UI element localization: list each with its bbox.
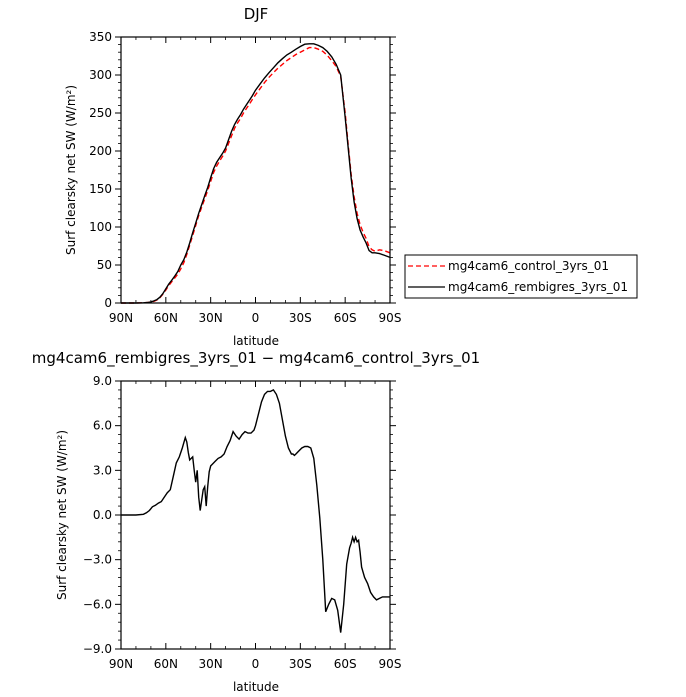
top-y-tick-label: 150 bbox=[89, 182, 112, 196]
bottom-x-tick-label: 0 bbox=[252, 657, 260, 671]
bottom-y-tick-label: −3.0 bbox=[83, 553, 112, 567]
bottom-panel-title: mg4cam6_rembigres_3yrs_01 − mg4cam6_cont… bbox=[32, 349, 480, 368]
bottom-y-tick-label: 0.0 bbox=[93, 508, 112, 522]
top-y-tick-label: 250 bbox=[89, 106, 112, 120]
bottom-x-tick-label: 90N bbox=[109, 657, 133, 671]
top-x-tick-label: 90S bbox=[379, 311, 402, 325]
top-y-tick-label: 0 bbox=[104, 296, 112, 310]
bottom-y-tick-label: 3.0 bbox=[93, 463, 112, 477]
bottom-x-axis-label: latitude bbox=[233, 680, 279, 694]
top-x-axis-label: latitude bbox=[233, 334, 279, 348]
top-panel-title: DJF bbox=[244, 5, 269, 23]
top-plot-frame bbox=[120, 36, 391, 304]
bottom-panel: mg4cam6_rembigres_3yrs_01 − mg4cam6_cont… bbox=[32, 349, 480, 694]
top-y-tick-label: 200 bbox=[89, 144, 112, 158]
bottom-x-tick-label: 30N bbox=[199, 657, 223, 671]
bottom-x-tick-label: 90S bbox=[379, 657, 402, 671]
top-x-tick-label: 30S bbox=[289, 311, 312, 325]
bottom-series-group bbox=[121, 388, 390, 633]
bottom-x-tick-label: 60S bbox=[334, 657, 357, 671]
top-x-tick-label: 30N bbox=[199, 311, 223, 325]
bottom-y-tick-label: −9.0 bbox=[83, 642, 112, 656]
top-y-tick-label: 350 bbox=[89, 30, 112, 44]
bottom-y-tick-label: −6.0 bbox=[83, 597, 112, 611]
legend-label-rembigres: mg4cam6_rembigres_3yrs_01 bbox=[448, 280, 628, 294]
legend-box bbox=[404, 254, 638, 299]
bottom-y-tick-label: 6.0 bbox=[93, 419, 112, 433]
bottom-plot-frame bbox=[120, 380, 391, 650]
top-x-tick-label: 60S bbox=[334, 311, 357, 325]
bottom-series-line-difference bbox=[121, 388, 390, 633]
top-panel: DJF 90N 60N 30N 0 30S 60S 90S 0 50 100 150 200 250 30… bbox=[64, 5, 638, 348]
top-x-tick-label: 90N bbox=[109, 311, 133, 325]
bottom-y-axis-label: Surf clearsky net SW (W/m²) bbox=[55, 430, 69, 600]
top-series-group bbox=[121, 43, 391, 304]
top-series-line-mg4cam6_control_3yrs_01 bbox=[121, 46, 391, 304]
top-y-tick-label: 300 bbox=[89, 68, 112, 82]
legend-label-control: mg4cam6_control_3yrs_01 bbox=[448, 259, 609, 273]
top-x-tick-label: 0 bbox=[252, 311, 260, 325]
bottom-x-tick-label: 60N bbox=[154, 657, 178, 671]
top-axis-ticks: 90N 60N 30N 0 30S 60S 90S 0 50 100 150 200 250 300 350 bbox=[89, 30, 401, 325]
bottom-y-tick-label: 9.0 bbox=[93, 374, 112, 388]
top-y-tick-label: 100 bbox=[89, 220, 112, 234]
bottom-x-tick-label: 30S bbox=[289, 657, 312, 671]
top-series-line-mg4cam6_rembigres_3yrs_01 bbox=[121, 43, 391, 304]
legend: mg4cam6_control_3yrs_01 mg4cam6_rembigre… bbox=[404, 254, 638, 299]
top-y-tick-label: 50 bbox=[97, 258, 112, 272]
bottom-axis-ticks: 90N 60N 30N 0 30S 60S 90S −9.0 −6.0 −3.0 0.0 3.0 6.0… bbox=[83, 374, 402, 671]
top-y-axis-label: Surf clearsky net SW (W/m²) bbox=[64, 85, 78, 255]
top-x-tick-label: 60N bbox=[154, 311, 178, 325]
